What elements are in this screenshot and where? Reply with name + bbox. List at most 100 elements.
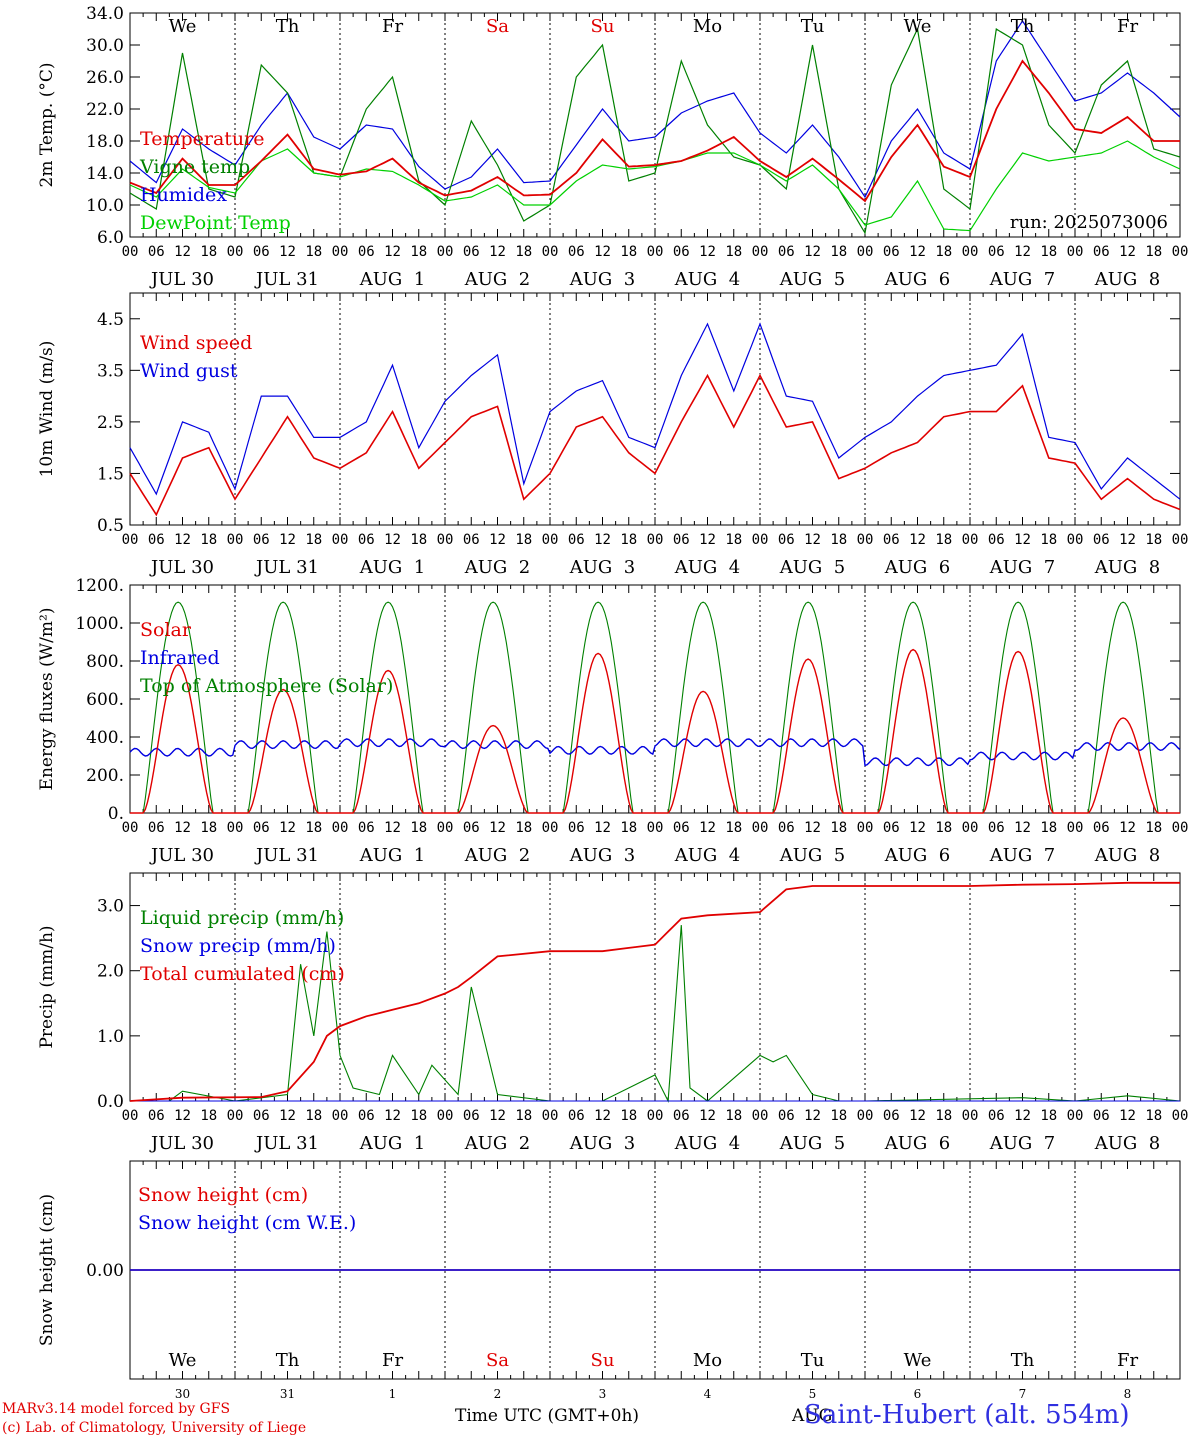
day-label: AUG 1 — [359, 1133, 425, 1154]
hour-label: 00 — [857, 532, 874, 548]
hour-label: 06 — [253, 532, 270, 548]
hour-label: 06 — [463, 820, 480, 836]
y-tick-label: 1200. — [75, 576, 124, 596]
series-liquid-precip-mm-h- — [130, 925, 1181, 1104]
hour-label: 18 — [200, 532, 217, 548]
y-tick-label: 26.0 — [86, 68, 124, 88]
hour-label: 00 — [647, 532, 664, 548]
hour-label: 06 — [778, 532, 795, 548]
day-label: AUG 8 — [1094, 269, 1160, 290]
hour-label: 12 — [594, 532, 611, 548]
legend-infrared: Infrared — [140, 647, 220, 669]
hour-label: 00 — [857, 820, 874, 836]
day-number-label: 30 — [175, 1387, 190, 1401]
hour-label: 00 — [332, 532, 349, 548]
weekday-label: Su — [591, 1350, 615, 1371]
y-tick-label: 2.5 — [97, 413, 124, 433]
hour-label: 18 — [620, 1108, 637, 1124]
hour-label: 00 — [752, 1108, 769, 1124]
hour-label: 06 — [883, 820, 900, 836]
day-label: AUG 1 — [359, 845, 425, 866]
hour-label: 06 — [988, 820, 1005, 836]
hour-label: 06 — [568, 820, 585, 836]
hour-label: 00 — [1172, 820, 1189, 836]
hour-label: 00 — [227, 532, 244, 548]
hour-label: 12 — [279, 244, 296, 260]
hour-label: 18 — [1145, 532, 1162, 548]
hour-label: 06 — [1093, 1108, 1110, 1124]
series-wind-gust — [129, 322, 1181, 500]
hour-label: 00 — [1067, 1108, 1084, 1124]
day-label: AUG 5 — [779, 1133, 845, 1154]
y-tick-label: 0. — [108, 804, 124, 824]
hour-label: 00 — [437, 820, 454, 836]
y-axis-label: 2m Temp. (°C) — [37, 62, 57, 187]
hour-label: 12 — [174, 244, 191, 260]
series-wind-speed — [129, 373, 1181, 517]
run-label: run: 2025073006 — [1010, 212, 1168, 233]
weekday-label: Fr — [1117, 16, 1138, 37]
day-label: AUG 8 — [1094, 557, 1160, 578]
day-label: AUG 2 — [464, 1133, 530, 1154]
weekday-label: Sa — [486, 16, 509, 37]
hour-label: 00 — [1067, 244, 1084, 260]
hour-label: 18 — [1040, 532, 1057, 548]
hour-label: 18 — [305, 244, 322, 260]
hour-label: 12 — [279, 820, 296, 836]
hour-label: 00 — [857, 1108, 874, 1124]
series-humidex — [129, 19, 1181, 199]
legend-solar: Solar — [140, 619, 192, 641]
hour-label: 06 — [988, 532, 1005, 548]
hour-label: 00 — [647, 244, 664, 260]
hour-label: 12 — [489, 532, 506, 548]
hour-label: 12 — [804, 1108, 821, 1124]
day-label: AUG 3 — [569, 1133, 635, 1154]
day-label: AUG 6 — [884, 845, 950, 866]
day-label: AUG 6 — [884, 269, 950, 290]
hour-label: 12 — [699, 820, 716, 836]
hour-label: 12 — [909, 820, 926, 836]
time-axis-label: Time UTC (GMT+0h) — [455, 1406, 640, 1426]
day-label: AUG 7 — [989, 557, 1055, 578]
weekday-label: We — [169, 1350, 197, 1371]
weekday-label: We — [904, 1350, 932, 1371]
month-label: AUG — [792, 1406, 833, 1426]
hour-label: 12 — [804, 244, 821, 260]
hour-label: 18 — [305, 532, 322, 548]
weekday-label: Sa — [486, 1350, 509, 1371]
hour-label: 06 — [463, 532, 480, 548]
day-label: AUG 8 — [1094, 1133, 1160, 1154]
hour-label: 06 — [463, 1108, 480, 1124]
y-tick-label: 400. — [86, 728, 124, 748]
model-credits: MARv3.14 model forced by GFS (c) Lab. of… — [2, 1400, 306, 1438]
hour-label: 06 — [253, 244, 270, 260]
weekday-label: Th — [1011, 16, 1035, 37]
hour-label: 00 — [542, 820, 559, 836]
day-number-label: 4 — [704, 1387, 712, 1401]
hour-label: 06 — [148, 820, 165, 836]
weekday-label: Tu — [801, 1350, 825, 1371]
hour-label: 06 — [568, 244, 585, 260]
hour-label: 00 — [122, 820, 139, 836]
day-label: AUG 2 — [464, 557, 530, 578]
hour-label: 06 — [253, 1108, 270, 1124]
weekday-label: Tu — [801, 16, 825, 37]
y-axis-label: Precip (mm/h) — [37, 925, 57, 1048]
hour-label: 00 — [1067, 820, 1084, 836]
hour-label: 00 — [122, 1108, 139, 1124]
hour-label: 18 — [830, 532, 847, 548]
hour-label: 18 — [830, 244, 847, 260]
y-tick-label: 3.5 — [97, 361, 124, 381]
y-tick-label: 14.0 — [86, 164, 124, 184]
y-tick-label: 30.0 — [86, 36, 124, 56]
hour-label: 06 — [568, 1108, 585, 1124]
legend-wind-gust: Wind gust — [140, 360, 238, 382]
hour-label: 00 — [122, 532, 139, 548]
hour-label: 12 — [1014, 820, 1031, 836]
series-solar — [130, 648, 1180, 814]
day-label: AUG 7 — [989, 1133, 1055, 1154]
panel-3: 0. 200. 400. 600. 800. 1000. 1200. Energy fluxe… — [37, 576, 1188, 866]
hour-label: 12 — [384, 1108, 401, 1124]
y-tick-label: 18.0 — [86, 132, 124, 152]
